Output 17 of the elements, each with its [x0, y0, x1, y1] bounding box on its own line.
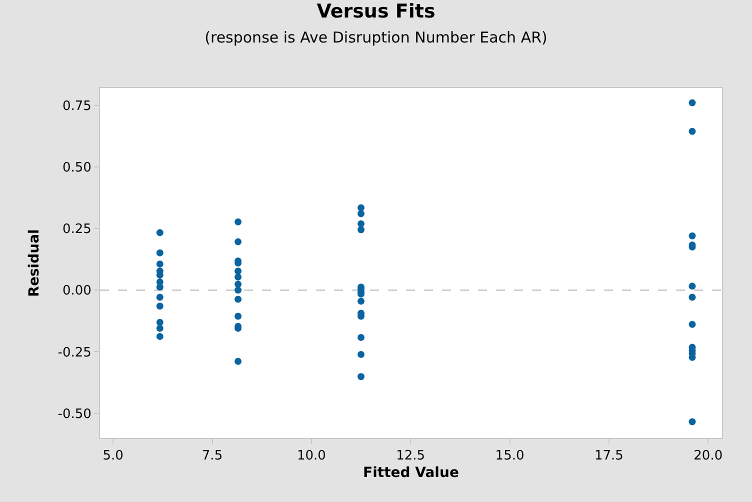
y-tick-label: -0.25	[58, 345, 92, 360]
y-axis-title: Residual	[26, 229, 42, 297]
y-tick-label: 0.00	[62, 284, 92, 299]
x-tick-label: 5.0	[102, 448, 124, 464]
x-tick-label: 10.0	[296, 448, 326, 464]
chart-subtitle: (response is Ave Disruption Number Each AR)	[204, 28, 548, 46]
x-tick-label: 7.5	[202, 448, 223, 464]
chart-title: Versus Fits	[316, 0, 436, 23]
y-tick-label: 0.50	[62, 160, 92, 176]
y-tick-label: -0.50	[58, 406, 92, 422]
x-tick-label: 15.0	[495, 448, 524, 464]
x-tick-label: 20.0	[694, 448, 723, 464]
y-tick-label: 0.25	[62, 222, 92, 238]
x-tick-label: 17.5	[594, 448, 624, 464]
y-tick-label: 0.75	[62, 98, 92, 114]
x-tick-label: 12.5	[396, 448, 426, 464]
x-axis-title: Fitted Value	[363, 464, 459, 481]
